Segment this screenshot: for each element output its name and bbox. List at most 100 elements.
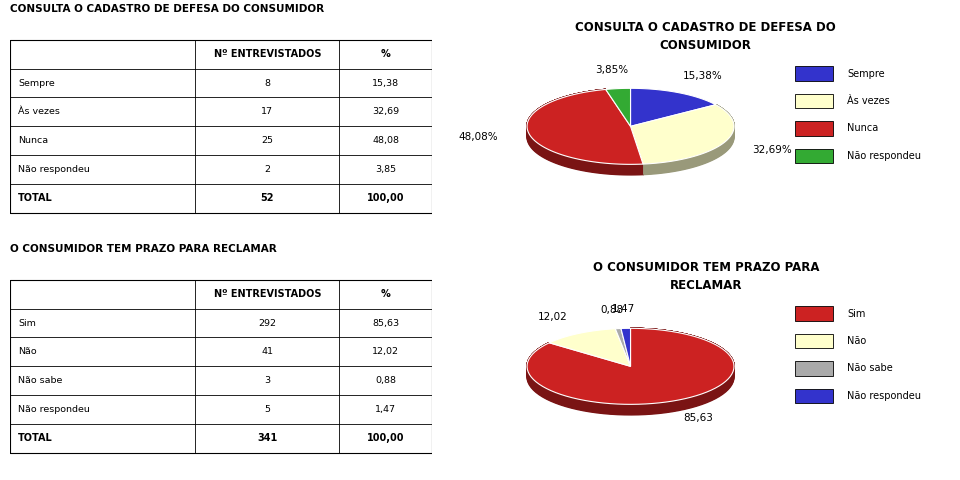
Text: 1,47: 1,47: [375, 405, 396, 414]
Text: 0,88: 0,88: [600, 305, 623, 315]
Polygon shape: [621, 328, 631, 366]
Text: 85,63: 85,63: [684, 413, 713, 423]
Text: Não sabe: Não sabe: [847, 363, 893, 373]
Text: Nº ENTREVISTADOS: Nº ENTREVISTADOS: [213, 49, 321, 59]
Polygon shape: [643, 105, 734, 168]
FancyBboxPatch shape: [795, 361, 832, 376]
Polygon shape: [527, 328, 734, 413]
Polygon shape: [643, 105, 734, 170]
Text: 17: 17: [261, 108, 274, 117]
Text: 3,85%: 3,85%: [595, 65, 629, 75]
FancyBboxPatch shape: [795, 121, 832, 136]
Polygon shape: [527, 89, 643, 175]
Text: 5: 5: [264, 405, 271, 414]
Polygon shape: [527, 89, 643, 166]
FancyBboxPatch shape: [795, 66, 832, 81]
FancyBboxPatch shape: [795, 94, 832, 108]
FancyBboxPatch shape: [10, 280, 432, 453]
Polygon shape: [631, 126, 643, 175]
Polygon shape: [527, 328, 734, 414]
Text: 85,63: 85,63: [372, 319, 399, 327]
Polygon shape: [643, 105, 734, 172]
Text: Não sabe: Não sabe: [18, 376, 62, 385]
Text: 100,00: 100,00: [367, 193, 404, 204]
Text: %: %: [381, 49, 391, 59]
Text: 25: 25: [261, 136, 274, 145]
Polygon shape: [643, 105, 734, 175]
Polygon shape: [527, 89, 643, 167]
Text: 15,38%: 15,38%: [683, 71, 723, 81]
FancyBboxPatch shape: [795, 148, 832, 163]
Polygon shape: [527, 89, 643, 173]
Text: CONSULTA O CADASTRO DE DEFESA DO
CONSUMIDOR: CONSULTA O CADASTRO DE DEFESA DO CONSUMI…: [575, 21, 836, 52]
Text: Sempre: Sempre: [847, 69, 884, 79]
Polygon shape: [527, 89, 643, 171]
Polygon shape: [527, 328, 734, 412]
Polygon shape: [606, 88, 631, 126]
Text: Sempre: Sempre: [18, 79, 55, 87]
Polygon shape: [527, 89, 643, 169]
Polygon shape: [527, 328, 734, 408]
Text: 100,00: 100,00: [367, 433, 404, 444]
Text: 12,02: 12,02: [538, 312, 567, 322]
Polygon shape: [527, 89, 643, 175]
Polygon shape: [527, 89, 643, 165]
Text: TOTAL: TOTAL: [18, 433, 53, 444]
Text: 48,08: 48,08: [372, 136, 399, 145]
Text: TOTAL: TOTAL: [18, 193, 53, 204]
Polygon shape: [527, 328, 734, 407]
Text: 0,88: 0,88: [375, 376, 396, 385]
Text: Às vezes: Às vezes: [18, 108, 60, 117]
Polygon shape: [527, 328, 734, 404]
Text: Não respondeu: Não respondeu: [18, 405, 90, 414]
Text: O CONSUMIDOR TEM PRAZO PARA
RECLAMAR: O CONSUMIDOR TEM PRAZO PARA RECLAMAR: [592, 261, 819, 292]
Text: 48,08%: 48,08%: [458, 132, 497, 142]
Text: Sim: Sim: [18, 319, 36, 327]
FancyBboxPatch shape: [795, 334, 832, 348]
Polygon shape: [527, 328, 734, 405]
Text: Não respondeu: Não respondeu: [847, 391, 921, 401]
Polygon shape: [643, 105, 734, 169]
Text: CONSULTA O CADASTRO DE DEFESA DO CONSUMIDOR: CONSULTA O CADASTRO DE DEFESA DO CONSUMI…: [10, 4, 324, 14]
Polygon shape: [631, 105, 715, 137]
Polygon shape: [527, 328, 734, 409]
FancyBboxPatch shape: [10, 40, 432, 213]
Text: 52: 52: [260, 193, 274, 204]
Polygon shape: [527, 89, 643, 170]
Text: O CONSUMIDOR TEM PRAZO PARA RECLAMAR: O CONSUMIDOR TEM PRAZO PARA RECLAMAR: [10, 244, 276, 254]
Polygon shape: [643, 105, 734, 174]
Text: %: %: [381, 289, 391, 299]
Text: Não respondeu: Não respondeu: [18, 165, 90, 174]
Polygon shape: [643, 105, 734, 165]
Polygon shape: [549, 329, 631, 366]
Polygon shape: [631, 105, 734, 175]
Polygon shape: [527, 89, 643, 172]
Polygon shape: [631, 105, 734, 164]
Polygon shape: [643, 105, 734, 168]
Polygon shape: [549, 343, 631, 377]
Polygon shape: [527, 89, 643, 164]
Polygon shape: [615, 328, 631, 366]
Text: 341: 341: [257, 433, 277, 444]
Text: 32,69: 32,69: [372, 108, 399, 117]
FancyBboxPatch shape: [795, 306, 832, 321]
Text: 12,02: 12,02: [372, 348, 399, 357]
Polygon shape: [527, 328, 734, 415]
Text: 2: 2: [264, 165, 271, 174]
Text: 292: 292: [258, 319, 276, 327]
Polygon shape: [606, 89, 631, 137]
Text: Nº ENTREVISTADOS: Nº ENTREVISTADOS: [213, 289, 321, 299]
Polygon shape: [527, 328, 734, 406]
Polygon shape: [631, 126, 643, 175]
Text: 3: 3: [264, 376, 271, 385]
Text: Não: Não: [18, 348, 36, 357]
Polygon shape: [643, 105, 734, 167]
Polygon shape: [643, 105, 734, 173]
Text: 3,85: 3,85: [375, 165, 396, 174]
Polygon shape: [643, 105, 734, 166]
Text: Nunca: Nunca: [18, 136, 48, 145]
Polygon shape: [527, 328, 734, 410]
FancyBboxPatch shape: [795, 388, 832, 403]
Text: 8: 8: [264, 79, 271, 87]
Text: Nunca: Nunca: [847, 123, 878, 133]
